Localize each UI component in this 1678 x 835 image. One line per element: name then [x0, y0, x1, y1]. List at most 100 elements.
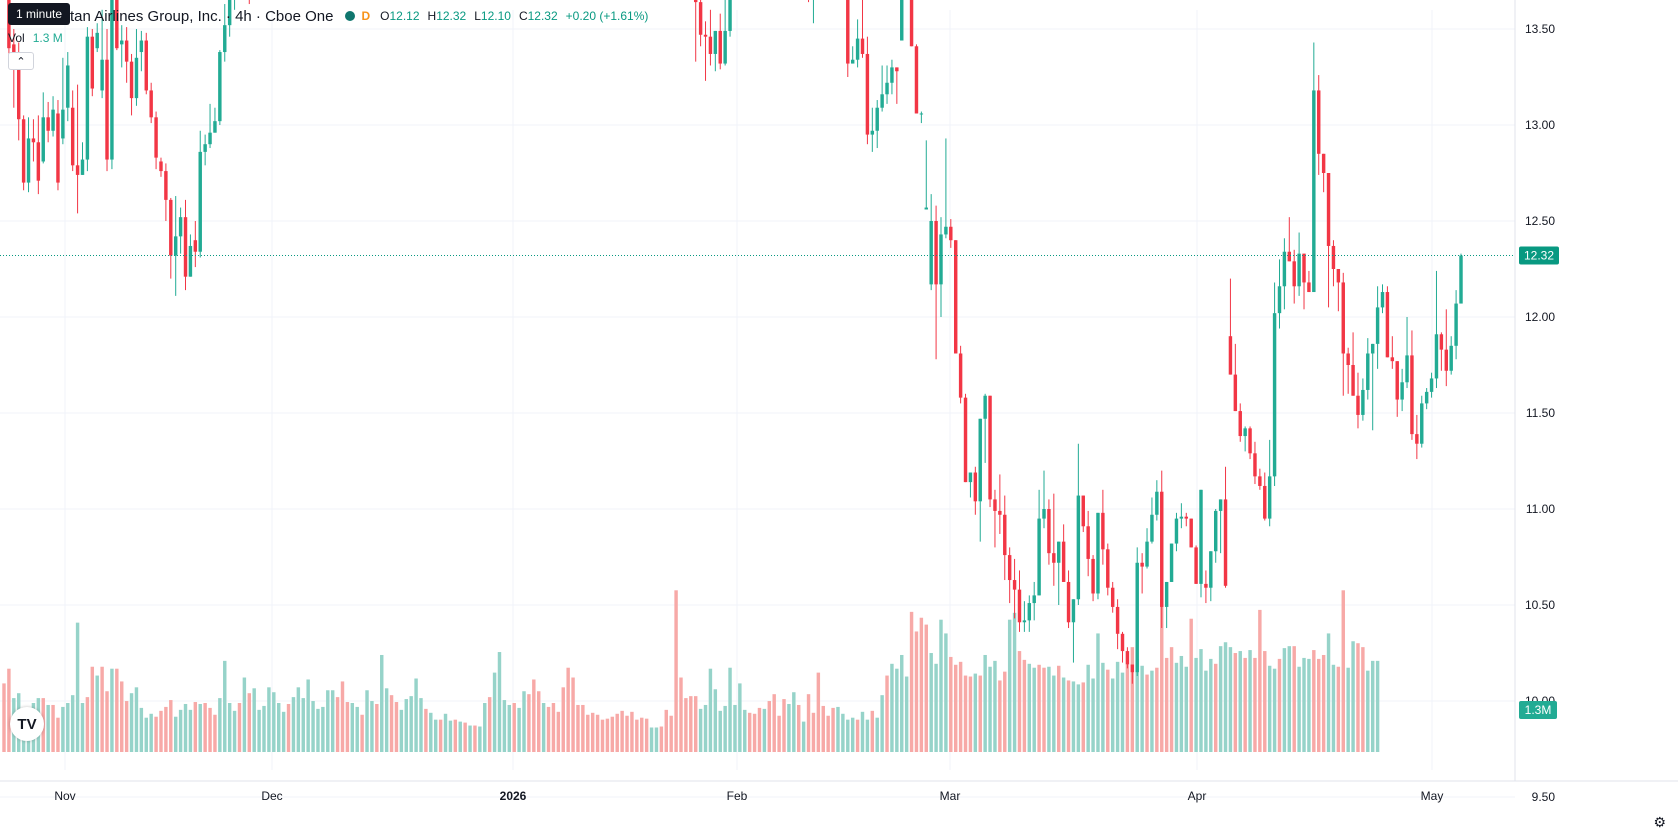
- volume-bar: [1204, 670, 1208, 752]
- volume-bar: [757, 707, 762, 752]
- volume-bar: [1145, 674, 1149, 752]
- volume-bar: [870, 710, 875, 752]
- candle-body: [1375, 307, 1380, 344]
- candle-body: [929, 221, 933, 285]
- tradingview-logo-icon[interactable]: TV: [10, 707, 44, 741]
- last-price-badge: [1519, 246, 1559, 265]
- interval-tooltip: 1 minute: [8, 3, 71, 25]
- candle-body: [1027, 603, 1032, 621]
- volume-bar: [723, 705, 727, 752]
- candle-body: [1439, 334, 1444, 350]
- volume-bar: [296, 687, 301, 752]
- volume-bar: [659, 726, 664, 752]
- candle-body: [1233, 374, 1238, 412]
- volume-bar: [1135, 658, 1139, 752]
- volume-value: 1.3 M: [32, 31, 63, 45]
- volume-bar: [424, 708, 428, 752]
- volume-bar: [1243, 657, 1247, 752]
- volume-bar: [772, 694, 776, 752]
- volume-bar: [257, 709, 261, 752]
- volume-bar: [1184, 666, 1188, 752]
- candle-body: [1395, 361, 1399, 400]
- volume-bar: [595, 714, 600, 752]
- candle-body: [1258, 476, 1262, 486]
- high-label: H: [427, 9, 437, 23]
- candle-body: [124, 40, 129, 62]
- candle-body: [75, 165, 80, 175]
- candle-body: [41, 117, 45, 162]
- candle-body: [1130, 664, 1135, 673]
- volume-bar: [1336, 666, 1341, 752]
- ohlc-values: O12.12 H12.32 L12.10 C12.32 +0.20 (+1.61…: [380, 9, 648, 23]
- volume-bar: [203, 703, 207, 752]
- volume-bar: [880, 695, 884, 752]
- volume-bar: [1022, 659, 1027, 752]
- volume-bar: [272, 692, 276, 752]
- volume-bar: [978, 675, 982, 752]
- candle-body: [1228, 336, 1233, 375]
- volume-bar: [1302, 657, 1306, 752]
- collapse-legend-button[interactable]: ⌃: [8, 52, 34, 70]
- candles: [7, 0, 1463, 684]
- volume-bar: [797, 704, 801, 752]
- candle-body: [870, 130, 875, 135]
- volume-bar: [895, 668, 899, 752]
- candle-body: [1420, 403, 1424, 444]
- candle-body: [36, 142, 41, 181]
- candle-body: [1312, 90, 1316, 293]
- volume-bar: [571, 677, 575, 752]
- candle-body: [1174, 518, 1179, 544]
- x-tick-label: Dec: [261, 789, 282, 803]
- volume-bar: [517, 707, 521, 752]
- candle-body: [21, 119, 26, 183]
- y-tick-label: 12.00: [1525, 310, 1555, 324]
- volume-bar: [1312, 650, 1316, 752]
- volume-bar: [227, 703, 232, 752]
- volume-bar: [998, 680, 1002, 752]
- volume-bar: [1012, 612, 1017, 752]
- volume-bar: [953, 664, 958, 752]
- volume-bar: [458, 721, 462, 752]
- volume-bar: [1375, 660, 1380, 752]
- volume-bar: [1189, 618, 1193, 752]
- volume-bar: [640, 717, 644, 752]
- volume-bar: [586, 714, 590, 752]
- candle-body: [1135, 562, 1139, 673]
- candle-body: [51, 109, 55, 131]
- candle-body: [164, 171, 168, 200]
- volume-bar: [1110, 678, 1115, 752]
- volume-bar: [237, 703, 242, 752]
- volume-bar: [1047, 666, 1051, 752]
- candle-body: [1272, 313, 1277, 477]
- candle-body: [939, 234, 943, 285]
- volume-bar: [1238, 651, 1242, 752]
- y-tick-label: 10.50: [1525, 598, 1555, 612]
- volume-bar: [277, 703, 281, 752]
- volume-bar: [463, 722, 467, 752]
- volume-bar: [404, 699, 408, 752]
- volume-bar: [453, 719, 458, 752]
- volume-bar: [1174, 662, 1179, 752]
- last-volume-badge: [1519, 701, 1557, 719]
- candle-body: [1125, 651, 1130, 665]
- candle-body: [988, 395, 992, 500]
- candle-body: [1213, 510, 1218, 552]
- volume-bar: [831, 707, 835, 752]
- volume-bar: [492, 672, 497, 752]
- volume-bar: [747, 712, 752, 752]
- candle-body: [1253, 453, 1257, 477]
- volume-bar: [537, 691, 541, 752]
- symbol-title[interactable]: tan Airlines Group, Inc. · 4h · Cboe One: [70, 7, 334, 25]
- volume-bar: [46, 704, 50, 752]
- gear-icon[interactable]: ⚙: [1653, 814, 1666, 830]
- candle-body: [1277, 286, 1282, 314]
- volume-bar: [1164, 657, 1169, 752]
- chevron-up-icon: ⌃: [16, 55, 26, 68]
- volume-bar: [110, 668, 114, 752]
- volume-bar: [252, 688, 256, 752]
- candle-body: [1321, 153, 1326, 173]
- volume-bar: [399, 709, 404, 752]
- candle-body: [1390, 357, 1395, 362]
